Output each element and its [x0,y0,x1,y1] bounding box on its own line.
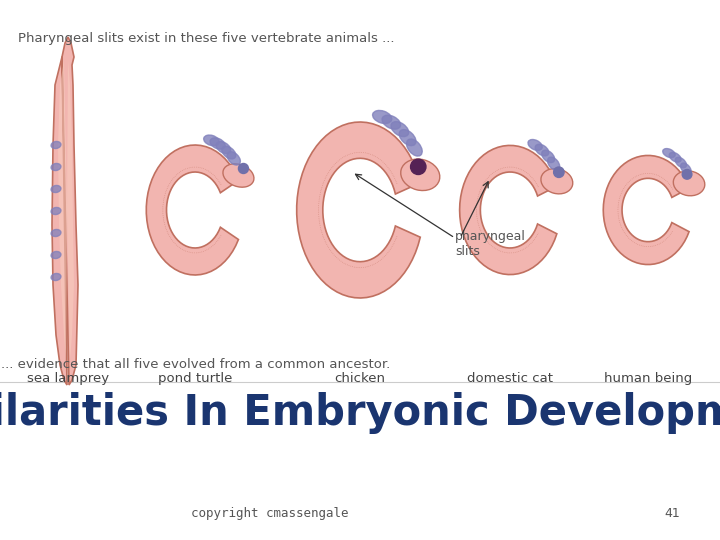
Text: ... evidence that all five evolved from a common ancestor.: ... evidence that all five evolved from … [1,358,390,371]
Ellipse shape [216,141,230,153]
Ellipse shape [683,170,692,179]
Ellipse shape [204,135,219,146]
Ellipse shape [51,230,61,237]
Ellipse shape [401,159,440,191]
Ellipse shape [51,252,61,259]
Ellipse shape [222,146,236,159]
Ellipse shape [51,273,61,281]
Text: sea lamprey: sea lamprey [27,372,109,385]
Ellipse shape [662,148,675,158]
Ellipse shape [399,130,416,146]
Polygon shape [297,122,420,298]
Ellipse shape [391,122,409,137]
Ellipse shape [382,115,400,129]
Ellipse shape [535,144,549,156]
Polygon shape [146,145,238,275]
Ellipse shape [238,164,248,173]
Ellipse shape [673,171,705,196]
Polygon shape [58,60,74,360]
Text: copyright cmassengale: copyright cmassengale [192,507,348,520]
Ellipse shape [210,138,225,149]
Ellipse shape [675,157,686,168]
Ellipse shape [680,163,691,174]
Polygon shape [459,145,557,274]
Ellipse shape [410,159,426,174]
Ellipse shape [51,185,61,193]
Text: human being: human being [604,372,692,385]
Polygon shape [603,156,689,265]
Text: 41: 41 [664,507,680,520]
Ellipse shape [541,150,554,163]
Ellipse shape [372,111,392,124]
Ellipse shape [51,164,61,171]
Text: Similarities In Embryonic Development: Similarities In Embryonic Development [0,392,720,434]
Ellipse shape [227,152,240,165]
Ellipse shape [541,168,573,194]
Ellipse shape [223,164,254,187]
Ellipse shape [548,157,559,170]
Text: pharyngeal
slits: pharyngeal slits [455,230,526,258]
Text: chicken: chicken [335,372,385,385]
Text: domestic cat: domestic cat [467,372,553,385]
Ellipse shape [51,207,61,214]
Polygon shape [52,37,78,385]
Ellipse shape [528,139,542,150]
Ellipse shape [669,152,681,162]
Ellipse shape [51,141,61,149]
Ellipse shape [554,167,564,178]
Text: pond turtle: pond turtle [158,372,232,385]
Text: Pharyngeal slits exist in these five vertebrate animals ...: Pharyngeal slits exist in these five ver… [18,32,395,45]
Ellipse shape [407,139,422,156]
